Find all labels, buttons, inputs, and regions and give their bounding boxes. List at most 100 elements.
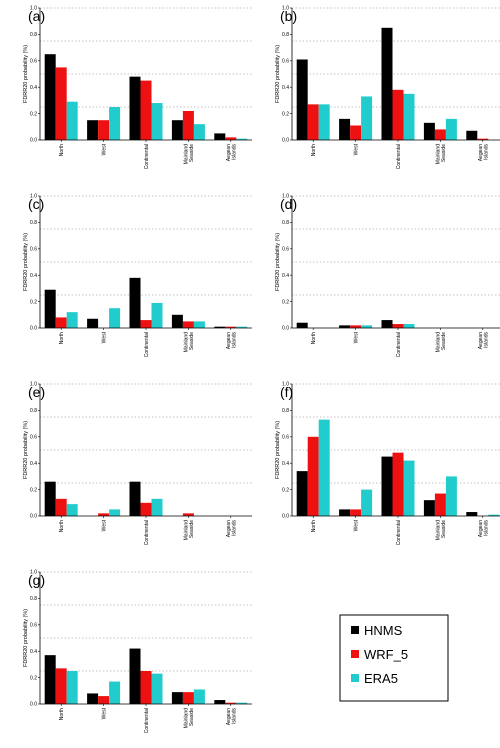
bar bbox=[87, 693, 99, 704]
chart-panel-6: 0.0 0.2 0.4 0.6 0.8 1.0 FDRR20 probability (%)… bbox=[275, 382, 500, 545]
bar bbox=[403, 324, 415, 328]
y-tick-label: 0.2 bbox=[30, 111, 37, 117]
bar bbox=[488, 514, 500, 516]
y-tick-label: 1.0 bbox=[282, 6, 289, 12]
y-tick-label: 1.0 bbox=[282, 194, 289, 200]
bar bbox=[318, 419, 330, 516]
x-tick-label: Continental bbox=[396, 144, 402, 169]
x-tick-label: Mainland bbox=[183, 708, 189, 729]
bar bbox=[66, 671, 78, 704]
bar bbox=[477, 138, 489, 140]
x-tick-label: Aegean bbox=[226, 708, 232, 725]
bar bbox=[466, 512, 478, 516]
bar bbox=[55, 498, 67, 516]
bar bbox=[140, 320, 152, 328]
bar bbox=[171, 120, 183, 140]
panel-label: (a) bbox=[28, 8, 45, 24]
bar bbox=[109, 308, 121, 328]
bar bbox=[225, 702, 237, 704]
bar bbox=[109, 509, 121, 516]
x-tick-label: North bbox=[311, 144, 317, 156]
x-tick-label: Continental bbox=[144, 708, 150, 733]
bar bbox=[361, 325, 373, 328]
x-tick-label: West bbox=[101, 331, 107, 343]
y-tick-label: 0.6 bbox=[30, 247, 37, 253]
bar bbox=[98, 513, 110, 516]
bar bbox=[66, 101, 78, 140]
x-tick-label: Seaside bbox=[189, 708, 195, 726]
bar bbox=[445, 118, 457, 140]
y-tick-label: 0.0 bbox=[30, 514, 37, 520]
bar bbox=[151, 302, 163, 328]
x-tick-label: Seaside bbox=[189, 520, 195, 538]
bar bbox=[403, 93, 415, 140]
x-tick-label: Mainland bbox=[183, 144, 189, 165]
y-tick-label: 0.2 bbox=[282, 111, 289, 117]
bar bbox=[87, 318, 99, 328]
bar bbox=[445, 476, 457, 516]
panel-label: (g) bbox=[28, 572, 45, 588]
chart-panel-5: 0.0 0.2 0.4 0.6 0.8 1.0 FDRR20 probability (%)… bbox=[23, 382, 252, 545]
x-tick-label: West bbox=[101, 519, 107, 531]
y-axis-label: FDRR20 probability (%) bbox=[23, 45, 29, 103]
chart-panel-1: 0.0 0.2 0.4 0.6 0.8 1.0 FDRR20 probability (%)… bbox=[23, 6, 252, 169]
x-tick-label: Aegean bbox=[226, 520, 232, 537]
legend-label-wrf5: WRF_5 bbox=[364, 647, 408, 662]
bar bbox=[140, 502, 152, 516]
panel-label: (c) bbox=[28, 196, 44, 212]
bar bbox=[171, 692, 183, 704]
x-tick-label: Seaside bbox=[189, 144, 195, 162]
x-tick-label: Islands bbox=[483, 520, 489, 536]
y-axis-label: FDRR20 probability (%) bbox=[275, 45, 281, 103]
bar bbox=[66, 312, 78, 328]
legend-label-era5: ERA5 bbox=[364, 671, 398, 686]
y-tick-label: 0.8 bbox=[30, 32, 37, 38]
bar bbox=[381, 456, 393, 516]
y-axis-label: FDRR20 probability (%) bbox=[275, 421, 281, 479]
x-tick-label: West bbox=[353, 519, 359, 531]
x-tick-label: Islands bbox=[231, 520, 237, 536]
x-tick-label: Seaside bbox=[441, 520, 447, 538]
bar bbox=[214, 133, 226, 140]
bar bbox=[151, 103, 163, 140]
bar bbox=[318, 104, 330, 140]
bar bbox=[225, 326, 237, 328]
panel-label: (f) bbox=[280, 384, 293, 400]
y-tick-label: 0.6 bbox=[30, 59, 37, 65]
bar bbox=[392, 324, 404, 328]
x-tick-label: Islands bbox=[231, 332, 237, 348]
x-tick-label: Mainland bbox=[435, 332, 441, 353]
x-tick-label: Islands bbox=[231, 708, 237, 724]
y-tick-label: 0.0 bbox=[282, 514, 289, 520]
bar bbox=[98, 696, 110, 704]
x-tick-label: Islands bbox=[231, 144, 237, 160]
bar bbox=[55, 668, 67, 704]
panels: 0.0 0.2 0.4 0.6 0.8 1.0 FDRR20 probability (%)… bbox=[23, 6, 500, 733]
bar bbox=[392, 452, 404, 516]
y-tick-label: 0.4 bbox=[30, 461, 37, 467]
y-tick-label: 0.2 bbox=[30, 675, 37, 681]
x-tick-label: Aegean bbox=[226, 144, 232, 161]
y-tick-label: 0.2 bbox=[282, 299, 289, 305]
y-tick-label: 1.0 bbox=[282, 382, 289, 388]
y-tick-label: 0.8 bbox=[30, 220, 37, 226]
x-tick-label: West bbox=[101, 707, 107, 719]
y-tick-label: 0.6 bbox=[30, 623, 37, 629]
x-tick-label: Seaside bbox=[441, 332, 447, 350]
x-tick-label: Islands bbox=[483, 144, 489, 160]
bar bbox=[171, 314, 183, 328]
x-tick-label: Mainland bbox=[183, 332, 189, 353]
x-tick-label: North bbox=[59, 144, 65, 156]
bar bbox=[129, 76, 141, 140]
y-tick-label: 1.0 bbox=[30, 382, 37, 388]
bar bbox=[214, 700, 226, 704]
legend-label-hnms: HNMS bbox=[364, 623, 403, 638]
y-tick-label: 1.0 bbox=[30, 570, 37, 576]
y-tick-label: 0.0 bbox=[30, 326, 37, 332]
y-axis-label: FDRR20 probability (%) bbox=[23, 609, 29, 667]
x-tick-label: North bbox=[311, 332, 317, 344]
y-tick-label: 0.2 bbox=[30, 487, 37, 493]
bar bbox=[44, 655, 56, 704]
y-tick-label: 0.8 bbox=[282, 220, 289, 226]
bar bbox=[129, 277, 141, 328]
